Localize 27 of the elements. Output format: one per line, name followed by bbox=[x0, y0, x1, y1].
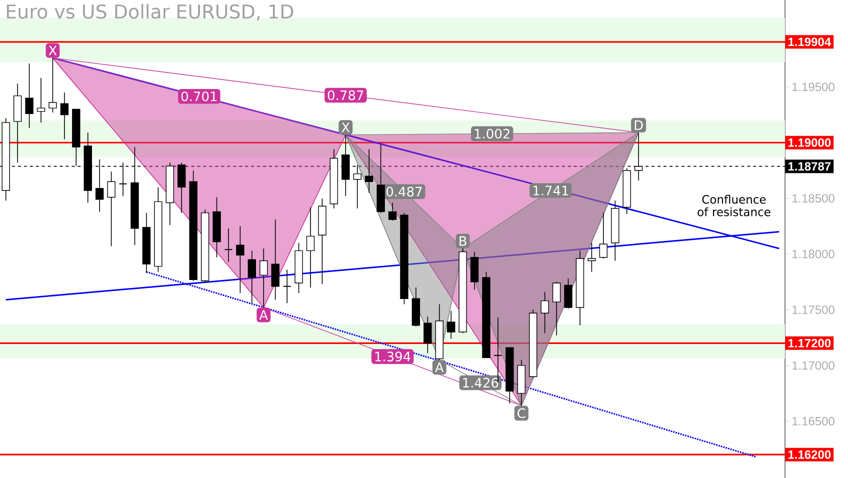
data-label: D bbox=[634, 120, 643, 130]
series-label: 0.487 bbox=[386, 186, 422, 197]
y-tick-label: 1.17500 bbox=[792, 306, 834, 314]
annotation: Confluence of resistance bbox=[698, 194, 770, 216]
ref-line-label: 1.19000 bbox=[788, 138, 831, 147]
ref-line-label: 1.18787 bbox=[788, 162, 831, 171]
y-tick-label: 1.17000 bbox=[792, 361, 834, 370]
series-label: 1.426 bbox=[463, 378, 498, 388]
ref-line-label: 1.19904 bbox=[788, 38, 832, 46]
ref-line-label: 1.16200 bbox=[788, 450, 831, 459]
series-label: 0.787 bbox=[328, 90, 364, 100]
series-label: 0.701 bbox=[181, 91, 217, 102]
data-label: X bbox=[48, 46, 57, 56]
series-label: 1.002 bbox=[474, 128, 510, 139]
data-label: C bbox=[518, 408, 526, 418]
y-tick-label: 1.18000 bbox=[792, 250, 834, 258]
data-label: B bbox=[460, 236, 466, 246]
y-tick-label: 1.16500 bbox=[792, 416, 834, 426]
chart-title: Euro vs US Dollar EURUSD, 1D bbox=[6, 4, 294, 21]
data-label: X bbox=[342, 122, 350, 132]
series-label: 1.394 bbox=[375, 352, 410, 362]
ref-line-label: 1.17200 bbox=[788, 338, 831, 348]
data-label: A bbox=[259, 310, 268, 320]
data-label: A bbox=[435, 362, 444, 372]
series-label: 1.741 bbox=[533, 186, 568, 196]
y-tick-label: 1.19500 bbox=[792, 82, 834, 92]
y-tick-label: 1.18500 bbox=[792, 194, 834, 203]
